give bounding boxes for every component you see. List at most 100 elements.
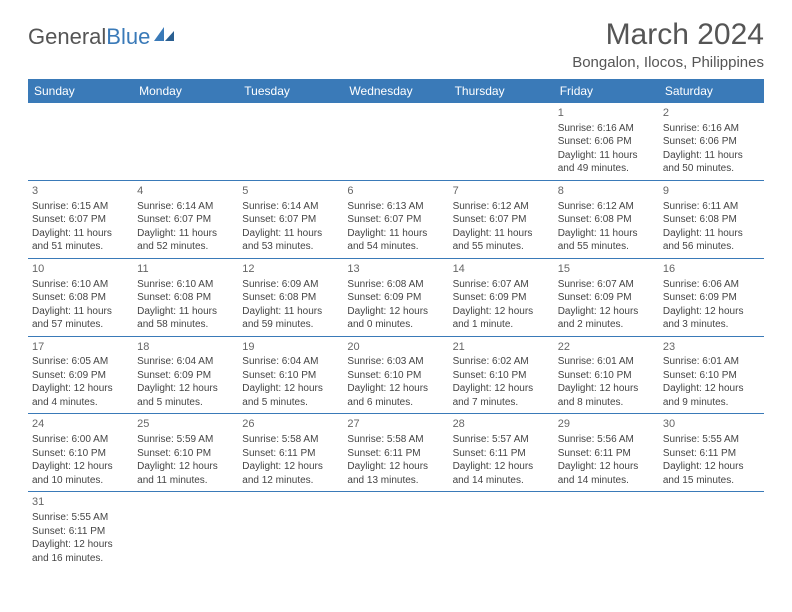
sunrise-line: Sunrise: 6:03 AM — [347, 355, 444, 369]
daylight-line: Daylight: 11 hours and 56 minutes. — [663, 227, 760, 254]
sunset-line: Sunset: 6:10 PM — [663, 369, 760, 383]
sunset-line: Sunset: 6:10 PM — [453, 369, 550, 383]
calendar-cell: 4Sunrise: 6:14 AMSunset: 6:07 PMDaylight… — [133, 180, 238, 258]
daylight-line: Daylight: 12 hours and 0 minutes. — [347, 305, 444, 332]
weekday-header: Saturday — [659, 79, 764, 103]
logo-word2: Blue — [106, 24, 150, 49]
day-number: 11 — [137, 262, 234, 277]
daylight-line: Daylight: 11 hours and 59 minutes. — [242, 305, 339, 332]
sunset-line: Sunset: 6:07 PM — [137, 213, 234, 227]
daylight-line: Daylight: 12 hours and 15 minutes. — [663, 460, 760, 487]
sunset-line: Sunset: 6:07 PM — [32, 213, 129, 227]
calendar-cell: 25Sunrise: 5:59 AMSunset: 6:10 PMDayligh… — [133, 414, 238, 492]
sunrise-line: Sunrise: 5:57 AM — [453, 433, 550, 447]
sunrise-line: Sunrise: 6:13 AM — [347, 200, 444, 214]
day-number: 6 — [347, 184, 444, 199]
daylight-line: Daylight: 11 hours and 53 minutes. — [242, 227, 339, 254]
sunrise-line: Sunrise: 6:06 AM — [663, 278, 760, 292]
day-number: 2 — [663, 106, 760, 121]
sunrise-line: Sunrise: 6:09 AM — [242, 278, 339, 292]
daylight-line: Daylight: 12 hours and 3 minutes. — [663, 305, 760, 332]
weekday-header: Tuesday — [238, 79, 343, 103]
calendar-cell — [343, 492, 448, 569]
sunrise-line: Sunrise: 6:08 AM — [347, 278, 444, 292]
logo-word1: General — [28, 24, 106, 49]
calendar-cell: 10Sunrise: 6:10 AMSunset: 6:08 PMDayligh… — [28, 258, 133, 336]
day-number: 29 — [558, 417, 655, 432]
day-number: 30 — [663, 417, 760, 432]
day-number: 12 — [242, 262, 339, 277]
header: GeneralBlue March 2024 Bongalon, Ilocos,… — [28, 18, 764, 71]
sunrise-line: Sunrise: 6:16 AM — [558, 122, 655, 136]
day-number: 13 — [347, 262, 444, 277]
daylight-line: Daylight: 12 hours and 4 minutes. — [32, 382, 129, 409]
sunrise-line: Sunrise: 6:07 AM — [453, 278, 550, 292]
calendar-cell: 20Sunrise: 6:03 AMSunset: 6:10 PMDayligh… — [343, 336, 448, 414]
daylight-line: Daylight: 12 hours and 13 minutes. — [347, 460, 444, 487]
sunset-line: Sunset: 6:09 PM — [453, 291, 550, 305]
calendar-cell: 11Sunrise: 6:10 AMSunset: 6:08 PMDayligh… — [133, 258, 238, 336]
day-number: 14 — [453, 262, 550, 277]
daylight-line: Daylight: 11 hours and 55 minutes. — [558, 227, 655, 254]
day-number: 7 — [453, 184, 550, 199]
logo-text: GeneralBlue — [28, 24, 150, 50]
day-number: 18 — [137, 340, 234, 355]
calendar-row: 17Sunrise: 6:05 AMSunset: 6:09 PMDayligh… — [28, 336, 764, 414]
sunrise-line: Sunrise: 6:01 AM — [663, 355, 760, 369]
calendar-cell: 9Sunrise: 6:11 AMSunset: 6:08 PMDaylight… — [659, 180, 764, 258]
calendar-cell — [343, 103, 448, 180]
day-number: 17 — [32, 340, 129, 355]
calendar-cell: 28Sunrise: 5:57 AMSunset: 6:11 PMDayligh… — [449, 414, 554, 492]
sunset-line: Sunset: 6:10 PM — [32, 447, 129, 461]
calendar-cell: 3Sunrise: 6:15 AMSunset: 6:07 PMDaylight… — [28, 180, 133, 258]
daylight-line: Daylight: 12 hours and 10 minutes. — [32, 460, 129, 487]
calendar-cell: 19Sunrise: 6:04 AMSunset: 6:10 PMDayligh… — [238, 336, 343, 414]
calendar-cell: 15Sunrise: 6:07 AMSunset: 6:09 PMDayligh… — [554, 258, 659, 336]
daylight-line: Daylight: 12 hours and 2 minutes. — [558, 305, 655, 332]
sunset-line: Sunset: 6:09 PM — [558, 291, 655, 305]
sunrise-line: Sunrise: 6:10 AM — [137, 278, 234, 292]
sunrise-line: Sunrise: 6:02 AM — [453, 355, 550, 369]
calendar-cell — [449, 103, 554, 180]
sunset-line: Sunset: 6:08 PM — [32, 291, 129, 305]
weekday-header: Monday — [133, 79, 238, 103]
day-number: 15 — [558, 262, 655, 277]
day-number: 4 — [137, 184, 234, 199]
daylight-line: Daylight: 12 hours and 5 minutes. — [242, 382, 339, 409]
calendar-cell: 17Sunrise: 6:05 AMSunset: 6:09 PMDayligh… — [28, 336, 133, 414]
title-block: March 2024 Bongalon, Ilocos, Philippines — [572, 18, 764, 71]
sunset-line: Sunset: 6:08 PM — [242, 291, 339, 305]
sunrise-line: Sunrise: 5:55 AM — [32, 511, 129, 525]
weekday-header: Sunday — [28, 79, 133, 103]
calendar-cell — [238, 492, 343, 569]
calendar-cell — [133, 103, 238, 180]
sunrise-line: Sunrise: 6:07 AM — [558, 278, 655, 292]
calendar-cell: 2Sunrise: 6:16 AMSunset: 6:06 PMDaylight… — [659, 103, 764, 180]
daylight-line: Daylight: 12 hours and 12 minutes. — [242, 460, 339, 487]
day-number: 3 — [32, 184, 129, 199]
sunset-line: Sunset: 6:11 PM — [558, 447, 655, 461]
sunrise-line: Sunrise: 5:56 AM — [558, 433, 655, 447]
calendar-row: 3Sunrise: 6:15 AMSunset: 6:07 PMDaylight… — [28, 180, 764, 258]
calendar-cell: 6Sunrise: 6:13 AMSunset: 6:07 PMDaylight… — [343, 180, 448, 258]
daylight-line: Daylight: 11 hours and 49 minutes. — [558, 149, 655, 176]
sunrise-line: Sunrise: 6:12 AM — [558, 200, 655, 214]
weekday-header: Thursday — [449, 79, 554, 103]
sunset-line: Sunset: 6:07 PM — [453, 213, 550, 227]
sunrise-line: Sunrise: 6:00 AM — [32, 433, 129, 447]
calendar-cell: 18Sunrise: 6:04 AMSunset: 6:09 PMDayligh… — [133, 336, 238, 414]
day-number: 1 — [558, 106, 655, 121]
month-title: March 2024 — [572, 18, 764, 52]
sunset-line: Sunset: 6:08 PM — [558, 213, 655, 227]
day-number: 25 — [137, 417, 234, 432]
sunrise-line: Sunrise: 6:04 AM — [137, 355, 234, 369]
day-number: 9 — [663, 184, 760, 199]
location: Bongalon, Ilocos, Philippines — [572, 54, 764, 71]
daylight-line: Daylight: 11 hours and 52 minutes. — [137, 227, 234, 254]
sunset-line: Sunset: 6:08 PM — [137, 291, 234, 305]
day-number: 21 — [453, 340, 550, 355]
sunrise-line: Sunrise: 6:01 AM — [558, 355, 655, 369]
sunrise-line: Sunrise: 6:04 AM — [242, 355, 339, 369]
daylight-line: Daylight: 12 hours and 16 minutes. — [32, 538, 129, 565]
sunset-line: Sunset: 6:11 PM — [663, 447, 760, 461]
